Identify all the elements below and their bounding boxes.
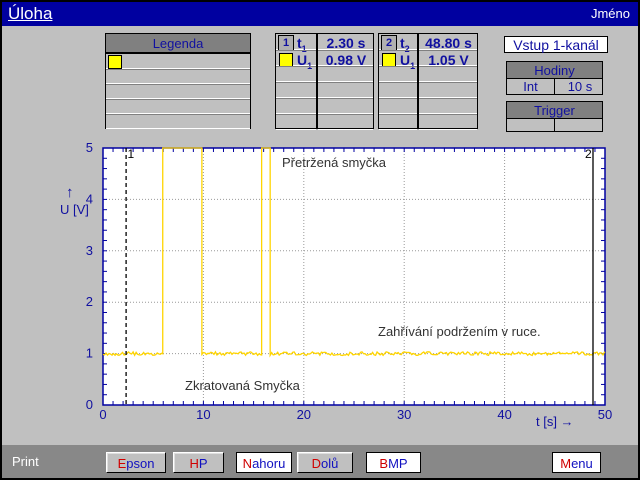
svg-text:5: 5 [86,140,93,155]
svg-text:20: 20 [297,407,311,422]
svg-text:Zahřívání podržením v ruce.: Zahřívání podržením v ruce. [378,324,541,339]
svg-text:30: 30 [397,407,411,422]
svg-text:Zkratovaná Smyčka: Zkratovaná Smyčka [185,378,301,393]
svg-text:Přetržená smyčka: Přetržená smyčka [282,155,387,170]
svg-text:50: 50 [598,407,612,422]
svg-text:2: 2 [86,294,93,309]
svg-text:1: 1 [86,346,93,361]
svg-text:0: 0 [99,407,106,422]
svg-text:0: 0 [86,397,93,412]
svg-text:3: 3 [86,243,93,258]
svg-text:40: 40 [497,407,511,422]
svg-text:2: 2 [585,147,592,161]
svg-text:10: 10 [196,407,210,422]
svg-text:1: 1 [128,147,135,161]
svg-text:4: 4 [86,191,93,206]
